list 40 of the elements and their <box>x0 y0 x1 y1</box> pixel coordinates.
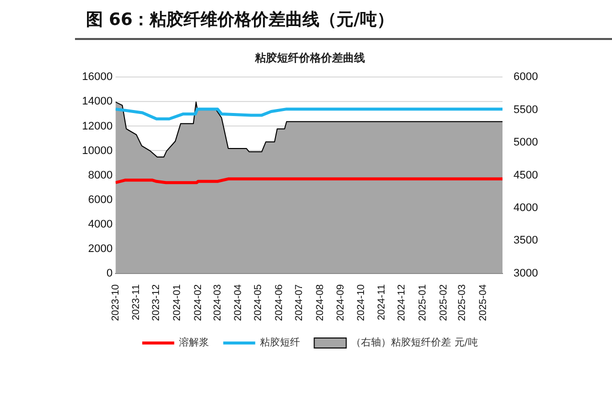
x-tick-label: 2024-02 <box>192 284 204 322</box>
legend-label: 溶解浆 <box>179 336 210 349</box>
x-tick-label: 2024-05 <box>253 284 264 322</box>
x-tick-label: 2024-09 <box>336 284 347 322</box>
x-tick-label: 2025-04 <box>478 284 489 322</box>
x-tick-label: 2025-03 <box>457 284 468 322</box>
x-tick-label: 2024-12 <box>396 284 408 322</box>
x-tick-label: 2025-02 <box>438 284 450 322</box>
legend-label: 粘胶短纤 <box>260 336 300 349</box>
y2-tick-label: 3500 <box>514 234 538 247</box>
y2-tick-label: 5000 <box>514 136 538 149</box>
x-tick-label: 2023-10 <box>110 284 122 322</box>
y-tick-label: 0 <box>106 267 113 280</box>
y2-tick-label: 4000 <box>514 202 538 214</box>
y-tick-label: 6000 <box>88 194 113 206</box>
x-tick-label: 2023-11 <box>131 284 142 320</box>
y2-tick-label: 4500 <box>514 169 538 182</box>
chart-subtitle: 粘胶短纤价格价差曲线 <box>254 51 365 64</box>
x-tick-label: 2023-12 <box>151 284 162 322</box>
y-tick-label: 14000 <box>82 96 113 108</box>
y-tick-label: 8000 <box>88 169 113 182</box>
y2-tick-label: 3000 <box>514 267 538 280</box>
x-tick-label: 2024-03 <box>212 284 224 322</box>
y-tick-label: 12000 <box>82 120 113 132</box>
x-tick-label: 2024-01 <box>172 284 184 322</box>
x-tick-label: 2024-07 <box>294 284 306 322</box>
y-tick-label: 4000 <box>88 218 113 230</box>
x-tick-label: 2024-08 <box>314 284 326 322</box>
y-tick-label: 10000 <box>82 144 113 157</box>
x-tick-label: 2024-11 <box>376 284 388 320</box>
y2-tick-label: 5500 <box>514 104 538 116</box>
x-tick-label: 2025-01 <box>417 284 428 322</box>
y-tick-label: 2000 <box>88 242 113 255</box>
x-tick-label: 2024-04 <box>233 284 244 322</box>
chart-title: 图 66：粘胶纤维价格价差曲线（元/吨） <box>86 9 394 31</box>
x-tick-label: 2024-06 <box>274 284 285 322</box>
legend-label: （右轴）粘胶短纤价差 元/吨 <box>351 336 478 349</box>
y-tick-label: 16000 <box>82 71 113 84</box>
y2-tick-label: 6000 <box>514 71 538 84</box>
x-tick-label: 2024-10 <box>356 284 367 322</box>
